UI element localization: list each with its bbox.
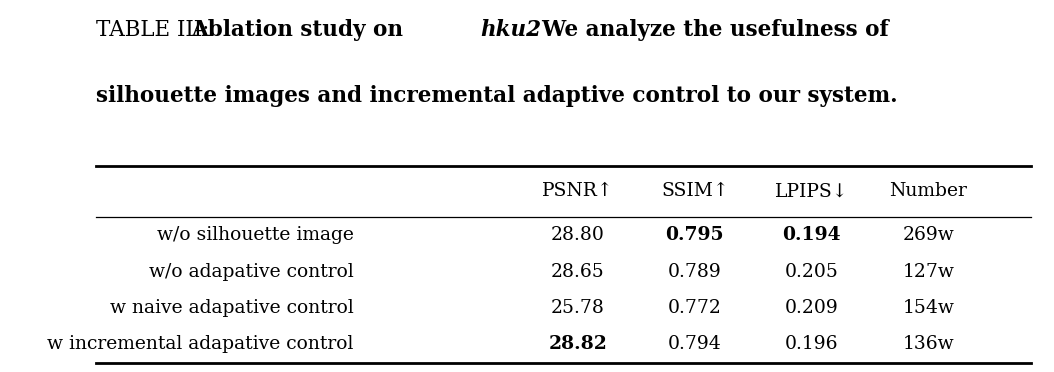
Text: . We analyze the usefulness of: . We analyze the usefulness of — [527, 19, 889, 41]
Text: 25.78: 25.78 — [551, 299, 605, 317]
Text: Ablation study on: Ablation study on — [191, 19, 411, 41]
Text: 0.794: 0.794 — [668, 336, 722, 353]
Text: 0.209: 0.209 — [784, 299, 838, 317]
Text: 269w: 269w — [902, 226, 954, 244]
Text: 0.194: 0.194 — [782, 226, 841, 244]
Text: 28.80: 28.80 — [551, 226, 605, 244]
Text: 0.795: 0.795 — [665, 226, 724, 244]
Text: 0.789: 0.789 — [668, 263, 722, 281]
Text: 0.196: 0.196 — [785, 336, 838, 353]
Text: 127w: 127w — [902, 263, 954, 281]
Text: silhouette images and incremental adaptive control to our system.: silhouette images and incremental adapti… — [96, 85, 897, 107]
Text: LPIPS↓: LPIPS↓ — [775, 183, 848, 201]
Text: SSIM↑: SSIM↑ — [661, 183, 728, 201]
Text: 28.82: 28.82 — [548, 336, 607, 353]
Text: w naive adapative control: w naive adapative control — [110, 299, 354, 317]
Text: w/o adapative control: w/o adapative control — [149, 263, 354, 281]
Text: hku2: hku2 — [481, 19, 542, 41]
Text: 0.772: 0.772 — [668, 299, 722, 317]
Text: PSNR↑: PSNR↑ — [542, 183, 613, 201]
Text: 136w: 136w — [902, 336, 954, 353]
Text: Number: Number — [890, 183, 968, 201]
Text: 28.65: 28.65 — [551, 263, 605, 281]
Text: 0.205: 0.205 — [784, 263, 839, 281]
Text: TABLE III:: TABLE III: — [96, 19, 216, 41]
Text: w/o silhouette image: w/o silhouette image — [157, 226, 354, 244]
Text: 154w: 154w — [902, 299, 954, 317]
Text: w incremental adapative control: w incremental adapative control — [47, 336, 354, 353]
